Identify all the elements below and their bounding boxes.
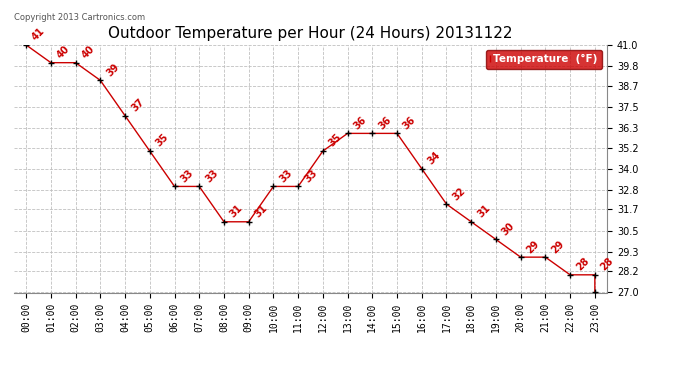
Legend: Temperature  (°F): Temperature (°F)	[486, 50, 602, 69]
Text: 33: 33	[179, 168, 195, 184]
Text: Copyright 2013 Cartronics.com: Copyright 2013 Cartronics.com	[14, 13, 145, 22]
Text: 37: 37	[129, 97, 146, 114]
Text: 31: 31	[253, 203, 270, 220]
Text: 28: 28	[599, 256, 615, 273]
Text: 36: 36	[377, 115, 393, 131]
Text: 41: 41	[30, 26, 47, 43]
Text: 40: 40	[80, 44, 97, 60]
Text: 29: 29	[549, 238, 566, 255]
Text: 30: 30	[500, 220, 517, 237]
Text: 35: 35	[154, 132, 170, 149]
Text: 32: 32	[451, 185, 467, 202]
Title: Outdoor Temperature per Hour (24 Hours) 20131122: Outdoor Temperature per Hour (24 Hours) …	[108, 26, 513, 41]
Text: 33: 33	[277, 168, 294, 184]
Text: 39: 39	[104, 62, 121, 78]
Text: 36: 36	[401, 115, 418, 131]
Text: 28: 28	[574, 256, 591, 273]
Text: 36: 36	[352, 115, 368, 131]
Text: 29: 29	[525, 238, 542, 255]
Text: 33: 33	[302, 168, 319, 184]
Text: 33: 33	[204, 168, 220, 184]
Text: 31: 31	[475, 203, 492, 220]
Text: 31: 31	[228, 203, 245, 220]
Text: 35: 35	[327, 132, 344, 149]
Text: 34: 34	[426, 150, 442, 166]
Text: 40: 40	[55, 44, 72, 60]
